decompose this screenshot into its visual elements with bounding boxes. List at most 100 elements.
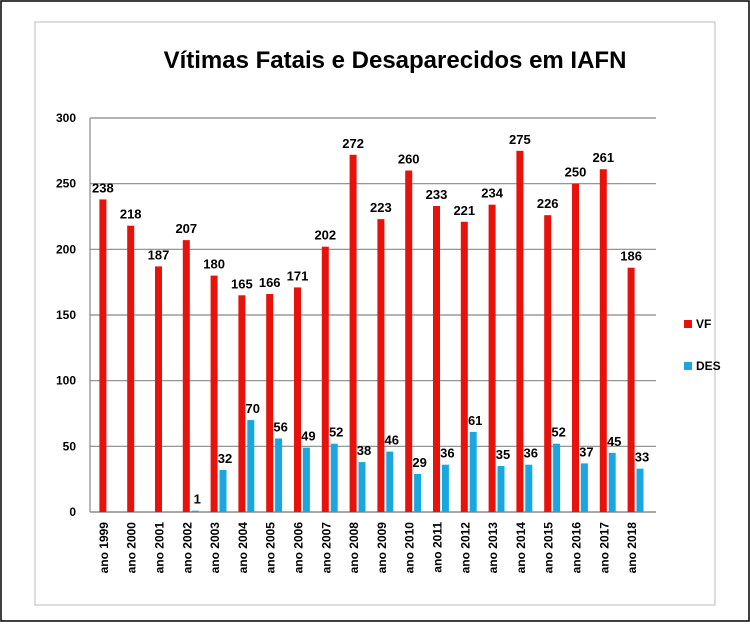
data-label: 272 bbox=[342, 136, 364, 151]
data-label: 36 bbox=[440, 446, 454, 461]
bar bbox=[488, 204, 496, 512]
data-label: 166 bbox=[259, 275, 281, 290]
data-label: 202 bbox=[314, 228, 336, 243]
y-tick-label: 100 bbox=[56, 374, 76, 388]
bar bbox=[247, 420, 255, 512]
y-tick-label: 50 bbox=[63, 439, 77, 453]
x-tick-label: ano 2001 bbox=[153, 522, 167, 574]
data-label: 207 bbox=[175, 221, 197, 236]
bar bbox=[599, 169, 607, 512]
data-label: 171 bbox=[287, 268, 309, 283]
bar bbox=[210, 275, 218, 512]
x-tick-label: ano 2011 bbox=[431, 522, 445, 573]
legend-label: DES bbox=[696, 359, 721, 373]
x-tick-label: ano 2012 bbox=[458, 522, 472, 574]
bar bbox=[544, 215, 552, 513]
bar bbox=[497, 466, 505, 512]
bar bbox=[275, 438, 283, 512]
chart-title: Vítimas Fatais e Desaparecidos em IAFN bbox=[164, 47, 627, 74]
bar bbox=[182, 240, 190, 512]
data-label: 1 bbox=[194, 492, 201, 507]
x-tick-label: ano 2015 bbox=[542, 522, 556, 574]
bar bbox=[608, 452, 616, 512]
bar bbox=[627, 267, 635, 512]
y-tick-label: 200 bbox=[56, 242, 76, 256]
x-tick-label: ano 2018 bbox=[625, 522, 639, 574]
data-label: 38 bbox=[357, 443, 371, 458]
bar bbox=[516, 150, 524, 513]
bar bbox=[571, 183, 579, 512]
bar bbox=[330, 443, 338, 512]
bar bbox=[525, 464, 533, 512]
bar bbox=[321, 246, 329, 512]
legend-swatch bbox=[684, 362, 692, 370]
data-label: 52 bbox=[551, 425, 565, 440]
data-label: 35 bbox=[496, 447, 510, 462]
bar bbox=[414, 473, 422, 512]
chart-frame bbox=[34, 21, 716, 606]
data-label: 221 bbox=[453, 203, 475, 218]
x-tick-label: ano 2010 bbox=[403, 522, 417, 574]
y-tick-label: 0 bbox=[69, 505, 76, 519]
x-tick-label: ano 1999 bbox=[97, 522, 111, 574]
x-tick-label: ano 2014 bbox=[514, 522, 528, 574]
x-tick-label: ano 2009 bbox=[375, 522, 389, 574]
legend-swatch bbox=[684, 320, 692, 328]
data-label: 45 bbox=[607, 434, 621, 449]
bar bbox=[358, 462, 366, 512]
data-label: 180 bbox=[203, 257, 225, 272]
data-label: 223 bbox=[370, 200, 392, 215]
data-label: 61 bbox=[468, 413, 482, 428]
bar bbox=[219, 469, 227, 512]
data-label: 226 bbox=[537, 196, 559, 211]
bar bbox=[580, 463, 588, 512]
bar bbox=[432, 205, 440, 512]
x-tick-label: ano 2004 bbox=[236, 522, 250, 574]
data-label: 238 bbox=[92, 180, 114, 195]
data-label: 46 bbox=[385, 433, 399, 448]
x-tick-label: ano 2016 bbox=[570, 522, 584, 574]
bar bbox=[238, 295, 246, 512]
bar bbox=[553, 443, 561, 512]
bar bbox=[405, 170, 413, 513]
data-label: 218 bbox=[120, 207, 142, 222]
data-label: 29 bbox=[412, 455, 426, 470]
data-label: 37 bbox=[579, 444, 593, 459]
data-label: 36 bbox=[524, 446, 538, 461]
x-tick-label: ano 2003 bbox=[208, 522, 222, 574]
bar bbox=[469, 431, 477, 512]
data-label: 250 bbox=[565, 165, 587, 180]
data-label: 52 bbox=[329, 425, 343, 440]
data-label: 186 bbox=[620, 249, 642, 264]
data-label: 70 bbox=[246, 401, 260, 416]
data-label: 187 bbox=[148, 247, 170, 262]
bar bbox=[460, 221, 468, 512]
data-label: 275 bbox=[509, 132, 531, 147]
y-tick-label: 150 bbox=[56, 308, 76, 322]
x-tick-label: ano 2017 bbox=[597, 522, 611, 574]
x-tick-label: ano 2013 bbox=[486, 522, 500, 574]
bar bbox=[191, 510, 199, 512]
x-tick-label: ano 2002 bbox=[180, 522, 194, 574]
legend-label: VF bbox=[696, 317, 711, 331]
y-tick-label: 250 bbox=[56, 177, 76, 191]
bar bbox=[377, 219, 385, 513]
bar bbox=[302, 447, 310, 512]
bar bbox=[127, 225, 135, 512]
bar bbox=[266, 293, 274, 512]
bar bbox=[293, 287, 301, 512]
bar bbox=[636, 468, 644, 512]
data-label: 32 bbox=[218, 451, 232, 466]
data-label: 233 bbox=[426, 187, 448, 202]
x-tick-label: ano 2007 bbox=[319, 522, 333, 574]
data-label: 261 bbox=[592, 150, 614, 165]
data-label: 56 bbox=[273, 419, 287, 434]
x-tick-label: ano 2000 bbox=[125, 522, 139, 574]
x-tick-label: ano 2005 bbox=[264, 522, 278, 574]
bar bbox=[154, 266, 162, 512]
data-label: 49 bbox=[301, 429, 315, 444]
data-label: 234 bbox=[481, 186, 503, 201]
bar bbox=[441, 464, 449, 512]
x-tick-label: ano 2008 bbox=[347, 522, 361, 574]
bar bbox=[349, 154, 357, 513]
